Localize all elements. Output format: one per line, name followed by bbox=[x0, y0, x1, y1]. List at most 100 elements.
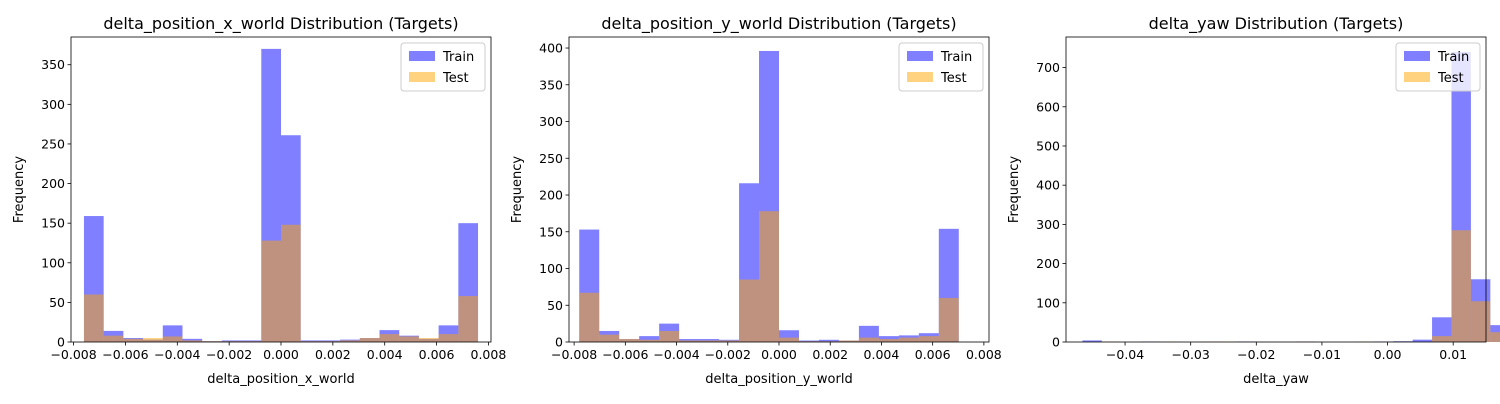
y-tick-label: 150 bbox=[41, 216, 65, 231]
x-tick-label: 0.008 bbox=[966, 347, 1002, 362]
histogram-bar bbox=[360, 338, 380, 342]
legend-label-train: Train bbox=[442, 50, 474, 65]
x-tick-label: 0.006 bbox=[419, 347, 455, 362]
y-tick-label: 100 bbox=[41, 255, 65, 270]
x-tick-label: 0.008 bbox=[471, 347, 507, 362]
x-tick-label: 0.00 bbox=[1374, 347, 1402, 362]
x-tick-label: 0.002 bbox=[812, 347, 848, 362]
y-tick-label: 0 bbox=[1052, 335, 1060, 350]
y-tick-label: 500 bbox=[1036, 138, 1060, 153]
histogram-bar bbox=[163, 336, 183, 342]
y-tick-label: 100 bbox=[539, 261, 563, 276]
y-tick-label: 0 bbox=[57, 335, 65, 350]
x-axis-label: delta_position_y_world bbox=[705, 372, 852, 387]
y-tick-label: 200 bbox=[41, 176, 65, 191]
histogram-bar bbox=[419, 338, 439, 342]
histogram-bar bbox=[1451, 230, 1470, 342]
legend-swatch-train bbox=[1404, 51, 1430, 61]
y-tick-label: 350 bbox=[41, 57, 65, 72]
legend-swatch-train bbox=[409, 51, 435, 61]
legend-swatch-test bbox=[907, 72, 933, 82]
chart-title: delta_position_y_world Distribution (Tar… bbox=[601, 14, 956, 34]
histogram-bar bbox=[458, 296, 478, 342]
chart-title: delta_position_x_world Distribution (Tar… bbox=[103, 14, 458, 34]
y-tick-label: 0 bbox=[555, 335, 563, 350]
histogram-bar bbox=[1471, 301, 1490, 342]
x-tick-label: −0.03 bbox=[1172, 347, 1210, 362]
legend-label-test: Test bbox=[940, 71, 967, 86]
x-tick-label: 0.000 bbox=[263, 347, 299, 362]
histogram-bar bbox=[399, 336, 419, 342]
x-tick-label: −0.006 bbox=[602, 347, 648, 362]
legend-label-train: Train bbox=[940, 50, 972, 65]
legend-swatch-test bbox=[409, 72, 435, 82]
y-tick-label: 200 bbox=[1036, 256, 1060, 271]
y-tick-label: 100 bbox=[1036, 295, 1060, 310]
y-tick-label: 350 bbox=[539, 77, 563, 92]
histogram-bar bbox=[104, 336, 124, 342]
histogram-bar bbox=[380, 334, 400, 342]
y-tick-label: 250 bbox=[539, 151, 563, 166]
x-tick-label: −0.002 bbox=[705, 347, 751, 362]
legend-label-train: Train bbox=[1437, 50, 1469, 65]
histogram-bar bbox=[879, 339, 899, 342]
x-axis-label: delta_position_x_world bbox=[207, 372, 354, 387]
y-tick-label: 250 bbox=[41, 136, 65, 151]
x-tick-label: −0.002 bbox=[206, 347, 252, 362]
chart-title: delta_yaw Distribution (Targets) bbox=[1149, 14, 1404, 34]
x-tick-label: −0.01 bbox=[1303, 347, 1341, 362]
y-tick-label: 300 bbox=[539, 114, 563, 129]
y-tick-label: 200 bbox=[539, 188, 563, 203]
histogram-bar bbox=[939, 298, 959, 342]
histogram-bar bbox=[1490, 332, 1500, 342]
histogram-bar bbox=[599, 335, 619, 342]
histogram-bar bbox=[84, 294, 104, 342]
y-tick-label: 150 bbox=[539, 224, 563, 239]
histogram-bar bbox=[659, 331, 679, 342]
x-tick-label: 0.000 bbox=[761, 347, 797, 362]
x-tick-label: −0.004 bbox=[653, 347, 699, 362]
x-tick-label: 0.01 bbox=[1439, 347, 1467, 362]
x-tick-label: −0.004 bbox=[154, 347, 200, 362]
histogram-bar bbox=[919, 336, 939, 342]
histogram-bar bbox=[143, 338, 163, 342]
x-axis-label: delta_yaw bbox=[1243, 372, 1309, 387]
y-tick-label: 600 bbox=[1036, 99, 1060, 114]
legend-label-test: Test bbox=[442, 71, 469, 86]
histogram-bar bbox=[759, 211, 779, 342]
legend: Train Test bbox=[401, 43, 485, 91]
histogram-bar bbox=[739, 280, 759, 342]
histogram-bar bbox=[1432, 336, 1451, 342]
y-tick-label: 400 bbox=[539, 41, 563, 56]
histogram-bar bbox=[123, 339, 143, 342]
legend-swatch-test bbox=[1404, 72, 1430, 82]
legend-swatch-train bbox=[907, 51, 933, 61]
histogram-bar bbox=[281, 225, 301, 342]
legend: Train Test bbox=[1396, 43, 1480, 91]
series-train-bars bbox=[1082, 52, 1500, 342]
x-tick-label: 0.004 bbox=[864, 347, 900, 362]
histogram-bar bbox=[261, 241, 281, 342]
y-axis-label: Frequency bbox=[12, 156, 27, 223]
x-tick-label: 0.004 bbox=[367, 347, 403, 362]
x-tick-label: 0.002 bbox=[315, 347, 351, 362]
histogram-bar bbox=[619, 339, 639, 342]
x-tick-label: −0.02 bbox=[1237, 347, 1275, 362]
series-test-bars bbox=[579, 211, 959, 342]
legend-label-test: Test bbox=[1437, 71, 1464, 86]
y-axis-label: Frequency bbox=[510, 156, 525, 223]
y-tick-label: 50 bbox=[547, 298, 563, 313]
y-tick-label: 300 bbox=[41, 97, 65, 112]
x-tick-label: −0.04 bbox=[1106, 347, 1144, 362]
histogram-bar bbox=[899, 338, 919, 342]
y-tick-label: 400 bbox=[1036, 178, 1060, 193]
legend: Train Test bbox=[899, 43, 983, 91]
histogram-bar bbox=[859, 338, 879, 342]
x-tick-label: 0.006 bbox=[915, 347, 951, 362]
histogram-bar bbox=[439, 334, 459, 342]
